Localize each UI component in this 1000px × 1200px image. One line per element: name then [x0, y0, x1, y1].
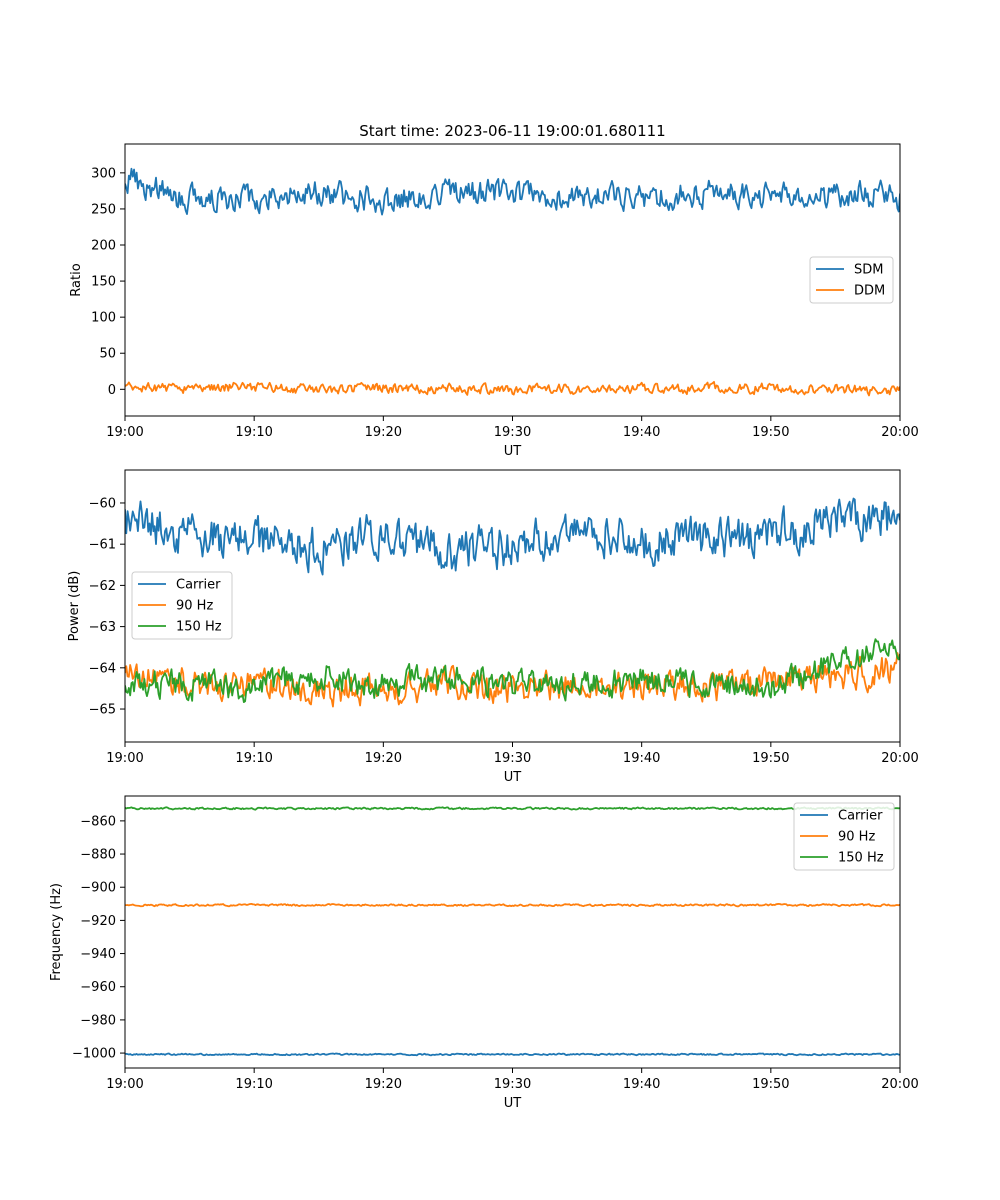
- series-line-carrier: [125, 497, 900, 576]
- legend: SDM DDM: [809, 256, 894, 304]
- y-tick-label: −60: [89, 496, 116, 511]
- x-tick-label: 19:00: [106, 425, 143, 440]
- y-tick-label: −1000: [72, 1047, 116, 1062]
- chart-title: Start time: 2023-06-11 19:00:01.680111: [359, 122, 665, 140]
- legend-box: [131, 571, 233, 640]
- x-tick-label: 19:30: [494, 751, 531, 766]
- y-tick-label: −62: [89, 579, 116, 594]
- x-tick-label: 19:40: [623, 1077, 660, 1092]
- legend-label: 90 Hz: [176, 599, 213, 614]
- y-axis-label: Power (dB): [67, 571, 82, 642]
- panel-2-lines: [125, 497, 900, 708]
- x-tick-label: 19:30: [494, 1077, 531, 1092]
- x-tick-label: 20:00: [881, 425, 918, 440]
- legend-label: 90 Hz: [838, 830, 875, 845]
- x-tick-label: 19:40: [623, 425, 660, 440]
- series-line-90-hz: [125, 652, 900, 708]
- x-tick-label: 19:10: [235, 751, 272, 766]
- x-tick-label: 19:40: [623, 751, 660, 766]
- series-line-ddm: [125, 380, 900, 397]
- legend-label: Carrier: [838, 809, 883, 824]
- y-tick-label: 250: [91, 202, 116, 217]
- series-line-carrier: [125, 1052, 900, 1057]
- x-tick-label: 19:50: [752, 1077, 789, 1092]
- y-tick-label: 50: [99, 347, 116, 362]
- y-tick-label: 200: [91, 239, 116, 254]
- y-tick-label: −860: [80, 814, 116, 829]
- y-tick-label: 100: [91, 311, 116, 326]
- panel-1-lines: [125, 167, 900, 397]
- y-tick-label: −920: [80, 914, 116, 929]
- x-tick-label: 20:00: [881, 1077, 918, 1092]
- series-line-90-hz: [125, 902, 900, 908]
- legend: Carrier 90 Hz 150 Hz: [793, 802, 895, 871]
- legend-box: [793, 802, 895, 871]
- x-tick-label: 19:50: [752, 751, 789, 766]
- series-line-150-hz: [125, 638, 900, 704]
- panel-2: 19:00 19:10 19:20 19:30 19:40 19:50 20:00 −65 −6…: [67, 469, 919, 785]
- x-tick-label: 19:20: [365, 1077, 402, 1092]
- legend-label: 150 Hz: [838, 851, 884, 866]
- panel-3: 19:00 19:10 19:20 19:30 19:40 19:50 20:00 −1000…: [49, 795, 919, 1111]
- legend-label: SDM: [854, 263, 883, 278]
- y-tick-label: −980: [80, 1013, 116, 1028]
- panel-1: 19:00 19:10 19:20 19:30 19:40 19:50 20:00 0 50 10…: [69, 143, 919, 459]
- y-tick-label: −65: [89, 703, 116, 718]
- y-tick-label: −960: [80, 980, 116, 995]
- y-axis-label: Frequency (Hz): [49, 883, 64, 981]
- x-tick-label: 19:00: [106, 1077, 143, 1092]
- x-tick-label: 19:30: [494, 425, 531, 440]
- y-axis-label: Ratio: [69, 263, 84, 296]
- y-tick-label: −880: [80, 848, 116, 863]
- x-tick-label: 20:00: [881, 751, 918, 766]
- legend-label: Carrier: [176, 578, 221, 593]
- x-tick-label: 19:20: [365, 751, 402, 766]
- panel-3-lines: [125, 806, 900, 1057]
- series-line-150-hz: [125, 806, 900, 811]
- y-tick-label: −61: [89, 538, 116, 553]
- y-tick-label: −940: [80, 947, 116, 962]
- x-tick-label: 19:10: [235, 425, 272, 440]
- y-tick-label: 0: [108, 383, 116, 398]
- y-tick-label: −64: [89, 661, 116, 676]
- x-tick-label: 19:50: [752, 425, 789, 440]
- x-axis-label: UT: [504, 770, 522, 785]
- x-tick-label: 19:00: [106, 751, 143, 766]
- legend: Carrier 90 Hz 150 Hz: [131, 571, 233, 640]
- x-tick-label: 19:10: [235, 1077, 272, 1092]
- series-line-sdm: [125, 167, 900, 216]
- y-tick-label: −900: [80, 881, 116, 896]
- x-axis-label: UT: [504, 444, 522, 459]
- x-tick-label: 19:20: [365, 425, 402, 440]
- legend-label: DDM: [854, 284, 885, 299]
- legend-label: 150 Hz: [176, 620, 222, 635]
- y-tick-label: 150: [91, 275, 116, 290]
- y-tick-label: 300: [91, 166, 116, 181]
- x-axis-label: UT: [504, 1096, 522, 1111]
- y-tick-label: −63: [89, 620, 116, 635]
- panels: 19:00 19:10 19:20 19:30 19:40 19:50 20:00 0 50 10…: [49, 143, 919, 1111]
